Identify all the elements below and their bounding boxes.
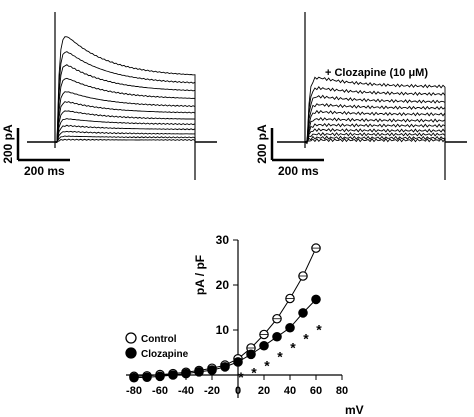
control-scale-bar: 200 pA 200 ms — [1, 124, 70, 178]
clozapine-trace-10 — [304, 137, 446, 143]
iv-significance-star: * — [316, 322, 322, 338]
iv-y-tick-label: 30 — [216, 233, 230, 247]
control-trace-4 — [54, 91, 196, 143]
iv-point-clozapine — [181, 368, 191, 379]
iv-y-axis-label: pA / pF — [193, 255, 207, 295]
iv-significance-stars: * * * * * * * — [238, 322, 322, 385]
clozapine-trace-5 — [304, 116, 446, 143]
control-trace-10 — [54, 135, 196, 143]
iv-significance-star: * — [251, 364, 257, 380]
iv-point-clozapine — [129, 372, 139, 383]
control-trace-2 — [54, 64, 196, 144]
legend-clozapine-label: Clozapine — [141, 349, 189, 360]
clozapine-trace-2 — [304, 94, 446, 145]
iv-point-clozapine — [285, 322, 295, 333]
control-x-scale-label: 200 ms — [24, 164, 65, 178]
iv-x-axis-label: mV — [345, 403, 364, 417]
iv-point-clozapine — [246, 349, 256, 360]
iv-point-clozapine — [194, 367, 204, 377]
control-trace-0 — [55, 36, 196, 143]
clozapine-trace-7 — [304, 127, 446, 144]
legend-control-marker — [125, 332, 137, 344]
iv-point-clozapine — [272, 331, 282, 342]
control-trace-9 — [54, 130, 196, 143]
iv-significance-star: * — [290, 340, 296, 356]
iv-y-tick-label: 10 — [216, 323, 230, 337]
iv-curve-panel: -80 -60 -40 -20 0 20 40 60 80 10 20 30 * * * * * * * pA /… — [125, 233, 364, 417]
clozapine-x-scale-label: 200 ms — [278, 164, 319, 178]
iv-point-clozapine — [142, 372, 152, 383]
iv-ticks: -80 -60 -40 -20 0 20 40 60 80 10 20 30 — [126, 233, 348, 397]
clozapine-trace-3 — [304, 102, 446, 143]
iv-x-tick-label: 80 — [336, 385, 348, 397]
control-trace-7 — [54, 118, 196, 143]
iv-x-tick-label: 40 — [284, 385, 296, 397]
clozapine-trace-4 — [304, 109, 446, 143]
clozapine-trace-9 — [304, 135, 446, 144]
control-trace-8 — [54, 124, 196, 144]
iv-point-clozapine — [298, 308, 308, 318]
clozapine-trace-1 — [304, 86, 446, 144]
legend-clozapine-marker — [125, 347, 137, 359]
clozapine-scale-bar: 200 pA 200 ms — [255, 124, 324, 178]
iv-significance-star: * — [264, 358, 270, 374]
iv-legend: Control Clozapine — [125, 332, 189, 360]
iv-y-tick-label: 20 — [216, 278, 230, 292]
iv-point-clozapine — [233, 357, 243, 367]
clozapine-annotation: + Clozapine (10 μM) — [325, 67, 428, 79]
clozapine-trace-8 — [304, 132, 446, 145]
clozapine-traces-panel — [277, 12, 467, 180]
clozapine-trace-0 — [305, 76, 446, 143]
iv-x-tick-label: -80 — [126, 385, 142, 397]
iv-series-points — [129, 243, 321, 383]
control-traces-panel — [27, 12, 217, 180]
iv-point-clozapine — [155, 371, 165, 382]
control-trace-6 — [54, 110, 196, 143]
clozapine-y-scale-label: 200 pA — [255, 124, 269, 164]
clozapine-trace-6 — [304, 122, 446, 143]
iv-x-tick-label: 20 — [258, 385, 270, 397]
iv-x-tick-label: -60 — [152, 385, 168, 397]
iv-point-clozapine — [311, 294, 321, 305]
iv-point-clozapine — [207, 365, 217, 375]
control-trace-5 — [54, 101, 196, 143]
iv-x-tick-label: 60 — [310, 385, 322, 397]
iv-significance-star: * — [277, 349, 283, 365]
iv-x-tick-label: -20 — [204, 385, 220, 397]
iv-point-clozapine — [220, 362, 230, 372]
iv-x-tick-label: -40 — [178, 385, 194, 397]
control-trace-11 — [54, 138, 196, 143]
iv-point-clozapine — [168, 370, 178, 380]
iv-x-tick-label: 0 — [235, 385, 241, 397]
iv-significance-star: * — [303, 331, 309, 347]
control-y-scale-label: 200 pA — [1, 124, 15, 164]
legend-control-label: Control — [141, 334, 177, 345]
iv-significance-star: * — [238, 369, 244, 385]
control-trace-1 — [54, 51, 196, 143]
iv-point-clozapine — [259, 340, 269, 351]
control-trace-3 — [54, 77, 196, 143]
